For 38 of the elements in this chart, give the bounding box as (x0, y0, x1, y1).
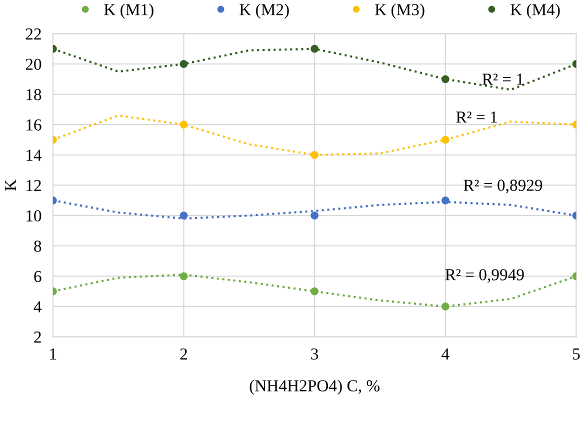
annotation: R² = 0,9949 (445, 269, 524, 283)
point (310, 212, 319, 220)
x-tick-label: 5 (573, 348, 580, 360)
y-tick-label: 6 (34, 270, 42, 282)
annotation: R² = 1 (456, 112, 497, 123)
y-tick-label: 2 (34, 332, 41, 343)
y-tick-label: 20 (26, 58, 42, 70)
y-tick-label: 14 (26, 150, 42, 161)
x-tick-label: 2 (180, 348, 187, 360)
point (441, 196, 450, 204)
x-tick-label: 4 (442, 348, 450, 360)
y-tick-label: 18 (26, 89, 42, 100)
point (310, 150, 319, 159)
y-axis-title: K (5, 179, 16, 191)
point (441, 75, 450, 84)
x-tick-label: 3 (311, 348, 318, 360)
point (441, 302, 450, 310)
y-tick-label: 16 (26, 119, 42, 131)
point (180, 120, 188, 129)
y-tick-label: 22 (26, 28, 41, 40)
y-tick-label: 8 (34, 240, 42, 252)
point (310, 287, 319, 296)
point (441, 136, 450, 144)
point (180, 272, 188, 280)
annotation: R² = 1 (482, 74, 524, 85)
x-axis-title: (NH4H2PO4) C, % (250, 380, 380, 395)
point (310, 44, 319, 53)
legend-label: K (M3) (375, 4, 424, 19)
x-tick-label: 1 (50, 348, 56, 360)
annotation: R² = 0,8929 (464, 180, 542, 194)
legend-label: K (M2) (240, 4, 289, 19)
point (180, 212, 188, 220)
point (180, 60, 188, 68)
y-tick-label: 10 (26, 210, 42, 222)
legend-label: K (M4) (510, 4, 560, 19)
y-tick-label: 4 (34, 301, 42, 312)
y-tick-label: 12 (26, 180, 41, 192)
legend-label: K (M1) (104, 4, 154, 19)
